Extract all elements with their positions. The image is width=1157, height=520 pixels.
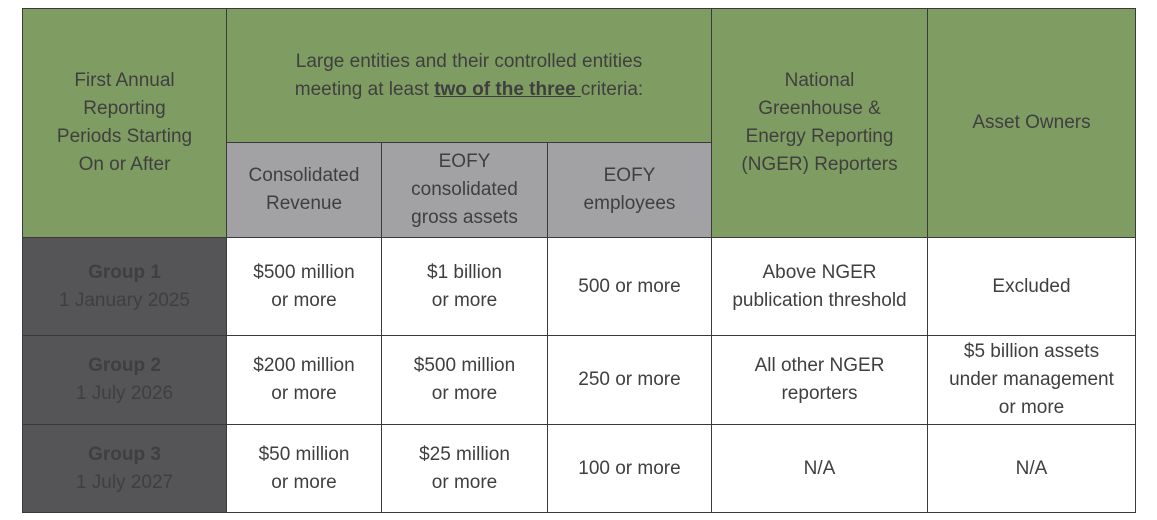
cell-employees: 100 or more xyxy=(547,424,712,513)
cell-gross-assets: $500 million or more xyxy=(381,335,548,425)
row-header-group: Group 1 1 January 2025 xyxy=(22,237,227,336)
cell-revenue: $50 million or more xyxy=(226,424,382,513)
cell-revenue: $200 million or more xyxy=(226,335,382,425)
table-row: Group 2 1 July 2026 $200 million or more… xyxy=(22,335,1136,425)
table-row: Group 1 1 January 2025 $500 million or m… xyxy=(22,237,1136,336)
cell-nger: All other NGER reporters xyxy=(711,335,928,425)
cell-asset-owners: N/A xyxy=(927,424,1136,513)
cell-nger: Above NGER publication threshold xyxy=(711,237,928,336)
cell-revenue: $500 million or more xyxy=(226,237,382,336)
subheader-employees: EOFY employees xyxy=(547,142,712,238)
row-header-group: Group 3 1 July 2027 xyxy=(22,424,227,513)
header-large-entities: Large entities and their controlled enti… xyxy=(226,8,712,143)
cell-employees: 500 or more xyxy=(547,237,712,336)
emphasis-two-of-three: two of the three xyxy=(434,78,581,100)
cell-gross-assets: $25 million or more xyxy=(381,424,548,513)
cell-nger: N/A xyxy=(711,424,928,513)
cell-asset-owners: Excluded xyxy=(927,237,1136,336)
row-header-group: Group 2 1 July 2026 xyxy=(22,335,227,425)
subheader-consolidated-revenue: Consolidated Revenue xyxy=(226,142,382,238)
cell-employees: 250 or more xyxy=(547,335,712,425)
header-first-annual-reporting: First Annual Reporting Periods Starting … xyxy=(22,8,227,238)
cell-gross-assets: $1 billion or more xyxy=(381,237,548,336)
cell-asset-owners: $5 billion assets under management or mo… xyxy=(927,335,1136,425)
subheader-gross-assets: EOFY consolidated gross assets xyxy=(381,142,548,238)
header-nger-reporters: National Greenhouse & Energy Reporting (… xyxy=(711,8,928,238)
table-row: Group 3 1 July 2027 $50 million or more … xyxy=(22,424,1136,513)
header-asset-owners: Asset Owners xyxy=(927,8,1136,238)
reporting-groups-table: First Annual Reporting Periods Starting … xyxy=(22,8,1136,513)
